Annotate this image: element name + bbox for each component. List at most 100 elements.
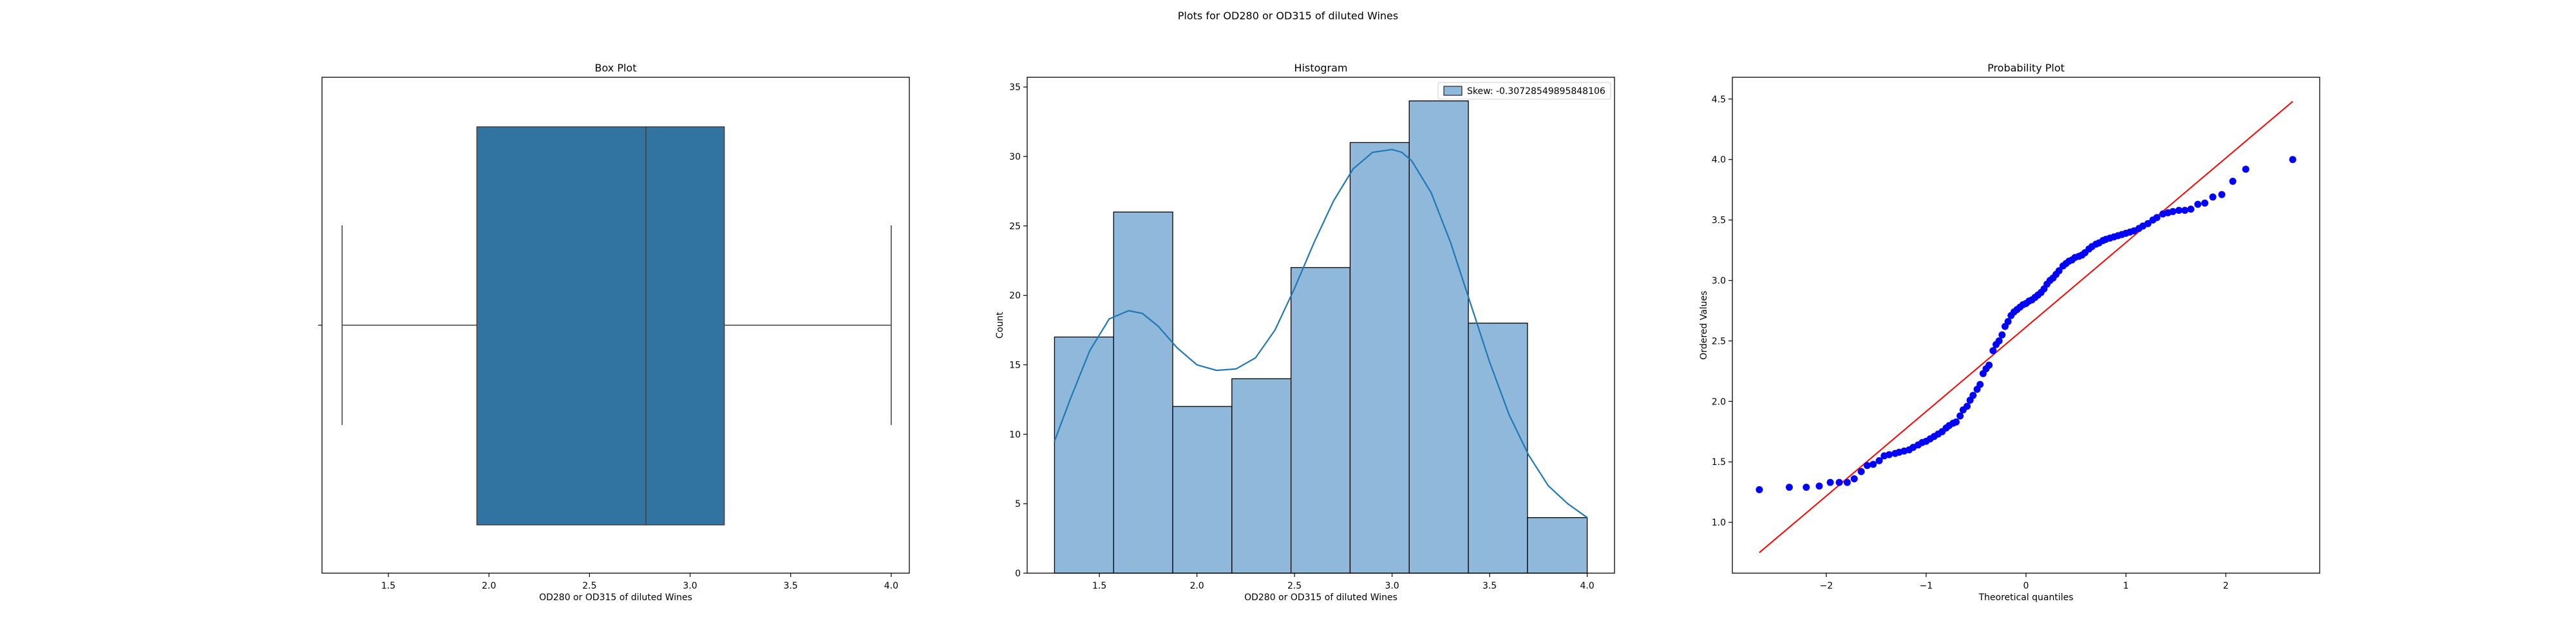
- probability-point: [2169, 207, 2177, 215]
- histogram-bar: [1172, 406, 1233, 574]
- probability-point: [2218, 191, 2226, 198]
- probability-point: [1815, 482, 1823, 490]
- probability-ytick-label: 2.5: [1712, 336, 1726, 346]
- probability-xtick-label: 1: [2123, 581, 2129, 591]
- probability-point: [2289, 156, 2297, 164]
- probability-point: [1826, 478, 1834, 486]
- histogram-bars: [1054, 100, 1588, 574]
- box-plot-x-ticks: 1.5 2.0 2.5 3.0 3.5 4.0: [381, 573, 898, 591]
- probability-point: [1875, 457, 1883, 464]
- histogram-ylabel: Count: [995, 312, 1005, 339]
- probability-point: [1956, 412, 1964, 420]
- probability-point: [2242, 166, 2249, 173]
- legend-frame: [1437, 82, 1611, 100]
- box-xtick-label: 1.5: [381, 581, 395, 591]
- probability-point: [2153, 214, 2161, 222]
- probability-xtick-label: −1: [1920, 581, 1933, 591]
- probability-xtick-label: 2: [2223, 581, 2229, 591]
- legend-label: Skew: -0.30728549895848106: [1467, 86, 1605, 97]
- box-xtick-label: 2.0: [482, 581, 496, 591]
- box-iqr: [476, 126, 725, 526]
- histogram-bar: [1527, 517, 1588, 574]
- probability-plot-title: Probability Plot: [1987, 62, 2065, 74]
- box-xtick-label: 3.0: [683, 581, 697, 591]
- probability-point: [2175, 207, 2183, 214]
- probability-ytick-label: 1.5: [1712, 457, 1726, 468]
- histogram-ytick-label: 20: [1009, 291, 1021, 301]
- histogram-frame: [1027, 77, 1615, 574]
- histogram-xtick-label: 4.0: [1580, 581, 1594, 591]
- histogram-bar: [1054, 336, 1114, 574]
- probability-point: [1863, 462, 1871, 469]
- histogram-panel: Histogram 1.5 2.0 2.5 3.0 3.5 4.0 0 5 10 15 20 25 3…: [995, 62, 1615, 603]
- histogram-ytick-label: 25: [1009, 222, 1021, 232]
- legend-swatch: [1443, 86, 1463, 96]
- histogram-bar: [1468, 323, 1528, 574]
- histogram-bar: [1290, 267, 1351, 574]
- probability-point: [2229, 178, 2237, 185]
- probability-fit-line: [1759, 100, 2293, 553]
- histogram-ytick-label: 30: [1009, 152, 1021, 162]
- histogram-x-ticks: 1.5 2.0 2.5 3.0 3.5 4.0: [1092, 573, 1595, 591]
- histogram-ytick-label: 10: [1009, 430, 1021, 440]
- probability-point: [1985, 361, 1993, 369]
- probability-x-ticks: −2 −1 0 1 2: [1819, 573, 2229, 591]
- histogram-bar: [1231, 378, 1292, 574]
- probability-ytick-label: 4.5: [1712, 95, 1726, 105]
- histogram-xtick-label: 2.5: [1287, 581, 1302, 591]
- probability-point: [1870, 460, 1877, 468]
- probability-xlabel: Theoretical quantiles: [1978, 592, 2073, 603]
- histogram-title: Histogram: [1294, 62, 1348, 74]
- probability-point: [1995, 337, 2003, 345]
- probability-points: [1756, 156, 2297, 493]
- probability-point: [1850, 475, 1858, 483]
- box-plot-xlabel: OD280 or OD315 of diluted Wines: [539, 592, 692, 603]
- probability-ytick-label: 3.5: [1712, 216, 1726, 226]
- probability-point: [1976, 381, 1984, 388]
- box-xtick-label: 2.5: [582, 581, 596, 591]
- probability-point: [1857, 468, 1865, 475]
- histogram-y-ticks: 0 5 10 15 20 25 30 35: [1009, 82, 1027, 579]
- histogram-xtick-label: 3.5: [1482, 581, 1497, 591]
- probability-point: [1835, 478, 1843, 486]
- histogram-ytick-label: 15: [1009, 360, 1021, 370]
- probability-y-ticks: 1.0 1.5 2.0 2.5 3.0 3.5 4.0 4.5: [1712, 95, 1732, 528]
- probability-point: [1803, 484, 1810, 491]
- histogram-xlabel: OD280 or OD315 of diluted Wines: [1244, 592, 1397, 603]
- histogram-ytick-label: 35: [1009, 82, 1021, 93]
- histogram-kde-line: [1054, 149, 1588, 518]
- box-plot-marks: [318, 126, 892, 526]
- probability-xtick-label: 0: [2023, 581, 2029, 591]
- histogram-xtick-label: 3.0: [1385, 581, 1399, 591]
- probability-ytick-label: 2.0: [1712, 397, 1726, 407]
- probability-ytick-label: 1.0: [1712, 518, 1726, 528]
- probability-point: [2055, 267, 2063, 274]
- probability-xtick-label: −2: [1819, 581, 1833, 591]
- box-plot-title: Box Plot: [595, 62, 637, 74]
- box-xtick-label: 4.0: [884, 581, 898, 591]
- box-xtick-label: 3.5: [784, 581, 798, 591]
- probability-point: [2004, 317, 2012, 325]
- probability-point: [1989, 346, 1997, 354]
- probability-point: [1963, 402, 1971, 410]
- probability-point: [2209, 193, 2217, 201]
- box-plot-panel: Box Plot 1.5 2.0 2.5 3.0 3.5 4.0 OD280 or OD3…: [318, 62, 910, 603]
- histogram-legend: Skew: -0.30728549895848106: [1437, 82, 1611, 100]
- probability-point: [1998, 331, 2006, 339]
- probability-point: [1756, 486, 1763, 493]
- probability-point: [1969, 392, 1977, 399]
- histogram-bar: [1113, 211, 1173, 574]
- probability-point: [1843, 478, 1851, 486]
- probability-point: [1886, 451, 1893, 459]
- probability-plot-panel: Probability Plot −2 −1 0 1 2 1.0 1.5 2.0 2.5 3.0…: [1699, 62, 2320, 603]
- probability-point: [2194, 200, 2202, 208]
- probability-plot-frame: [1732, 77, 2320, 574]
- box-plot-frame: [321, 77, 910, 574]
- probability-point: [2144, 220, 2152, 227]
- histogram-xtick-label: 1.5: [1092, 581, 1106, 591]
- figure-suptitle: Plots for OD280 or OD315 of diluted Wine…: [1178, 10, 1398, 22]
- histogram-bar: [1349, 142, 1410, 574]
- probability-point: [2181, 207, 2189, 214]
- probability-ytick-label: 3.0: [1712, 276, 1726, 287]
